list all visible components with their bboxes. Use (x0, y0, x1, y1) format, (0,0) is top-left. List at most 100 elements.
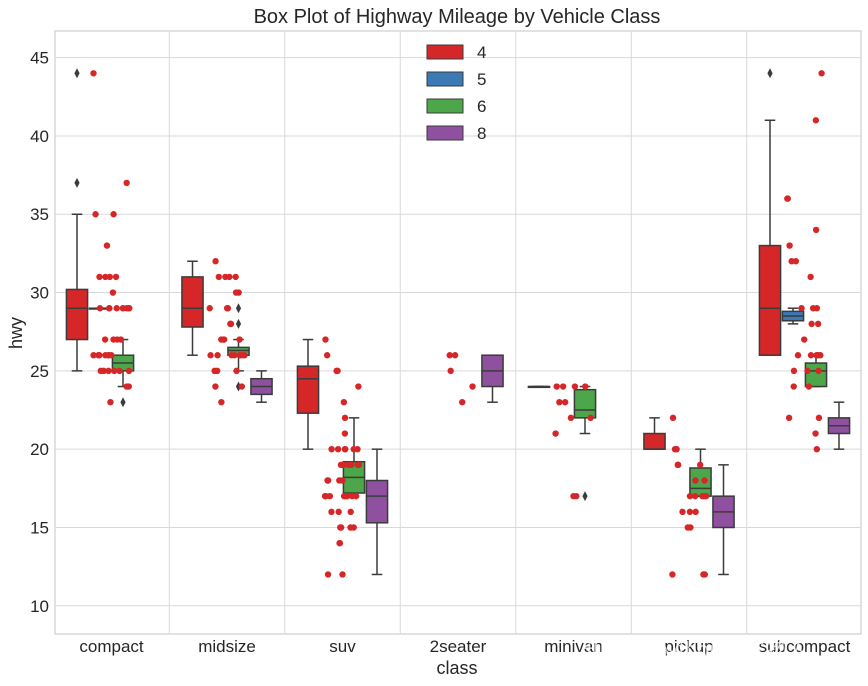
strip-point-pickup-13 (686, 508, 694, 516)
strip-point-pickup-6 (692, 477, 699, 484)
box-4-suv-body (296, 365, 320, 414)
strip-point-subcompact-0 (818, 70, 825, 77)
y-tick-label-30: 30 (30, 284, 49, 303)
box-6-minivan-body (573, 388, 597, 419)
strip-2seater (446, 352, 476, 406)
strip-point-minivan-1 (582, 383, 589, 390)
strip-point-suv-31 (343, 492, 351, 500)
strip-point-midsize-23 (228, 352, 235, 359)
strip-point-compact-7 (96, 273, 103, 281)
strip-point-compact-31 (116, 367, 123, 375)
strip-point-suv-5 (340, 398, 348, 406)
box-4-compact-body (65, 288, 89, 341)
strip-point-suv-39 (337, 524, 344, 531)
box-8-subcompact (827, 401, 851, 450)
strip-point-minivan-4 (556, 398, 563, 406)
strip-point-subcompact-20 (804, 367, 811, 375)
strip-minivan (552, 383, 594, 500)
strip-point-compact-19 (101, 336, 109, 343)
strip-point-2seater-3 (469, 383, 476, 390)
strip-point-suv-20 (340, 461, 347, 469)
strip-point-suv-29 (348, 492, 356, 500)
strip-point-midsize-10 (206, 305, 213, 312)
strip-point-minivan-0 (559, 383, 567, 390)
legend-label-8: 8 (477, 124, 486, 143)
strip-point-minivan-8 (552, 430, 559, 437)
strip-point-midsize-9 (224, 305, 231, 312)
strip-point-pickup-12 (700, 492, 708, 500)
strip-point-suv-3 (333, 367, 340, 375)
strip-point-compact-29 (105, 352, 112, 359)
strip-point-midsize-14 (236, 336, 243, 343)
y-tick-label-15: 15 (30, 518, 49, 537)
strip-point-compact-0 (90, 70, 97, 77)
strip-point-midsize-29 (212, 383, 219, 390)
strip-point-2seater-4 (459, 398, 466, 406)
box-4-midsize-body (181, 276, 204, 328)
box-4-midsize (181, 260, 204, 356)
strip-point-compact-33 (105, 367, 112, 375)
legend-label-4: 4 (477, 43, 486, 62)
box-8-suv (365, 448, 389, 576)
legend-swatch-5 (426, 71, 464, 87)
strip-subcompact (784, 70, 825, 453)
strip-point-compact-30 (125, 367, 133, 375)
strip-point-midsize-28 (238, 383, 246, 390)
strip-point-subcompact-1 (812, 117, 820, 124)
strip-point-suv-24 (336, 477, 343, 484)
strip-point-suv-1 (323, 352, 331, 359)
x-axis-label: class (436, 658, 477, 678)
box-4-minivan (527, 385, 551, 389)
strip-point-subcompact-26 (815, 414, 823, 422)
strip-point-pickup-20 (701, 571, 709, 578)
strip-point-midsize-27 (211, 367, 218, 375)
strip-point-compact-34 (97, 367, 104, 375)
box-5-subcompact (781, 307, 805, 325)
strip-point-suv-6 (341, 414, 349, 422)
box-8-midsize (250, 370, 273, 403)
strip-point-subcompact-11 (813, 305, 821, 312)
strip-midsize (206, 258, 248, 406)
strip-point-subcompact-3 (784, 195, 791, 202)
strip-point-midsize-24 (239, 352, 246, 359)
strip-point-minivan-5 (561, 398, 569, 406)
strip-point-compact-28 (96, 352, 103, 359)
strip-point-subcompact-13 (814, 320, 822, 328)
box-8-2seater (481, 354, 504, 403)
strip-point-subcompact-18 (807, 352, 815, 359)
series-6 (111, 303, 828, 502)
strip-point-suv-23 (324, 477, 331, 484)
box-4-compact-outlier-0 (74, 177, 80, 188)
strip-point-subcompact-5 (786, 242, 793, 249)
strip-point-suv-42 (324, 571, 332, 578)
strip-point-suv-15 (345, 461, 352, 469)
box-4-pickup (643, 417, 666, 450)
legend-label-5: 5 (477, 70, 486, 89)
strip-point-suv-9 (341, 445, 349, 453)
strip-point-pickup-2 (671, 445, 679, 453)
strip-point-subcompact-4 (812, 226, 820, 234)
strip-point-suv-0 (322, 336, 329, 343)
y-tick-label-40: 40 (30, 127, 49, 146)
y-tick-label-45: 45 (30, 49, 49, 68)
x-tick-labels: compact midsize suv 2seater minivan pickup sub… (79, 637, 850, 656)
legend-swatch-8 (426, 125, 464, 141)
strip-point-pickup-17 (684, 524, 691, 531)
x-tick-label-2seater: 2seater (430, 637, 487, 656)
strip-point-midsize-0 (212, 258, 219, 265)
box-4-compact-outlier-1 (74, 68, 80, 79)
strip-point-minivan-10 (573, 492, 580, 500)
series-4 (65, 68, 782, 450)
strip-point-compact-4 (103, 242, 111, 249)
strip-point-compact-2 (92, 211, 99, 218)
strip-point-pickup-18 (669, 571, 676, 578)
strip-point-compact-17 (105, 305, 113, 312)
strip-point-suv-32 (322, 492, 330, 500)
strip-point-suv-7 (341, 430, 349, 437)
strip-point-compact-5 (106, 273, 114, 281)
strip-point-suv-37 (350, 524, 357, 531)
legend-swatch-4 (426, 44, 464, 60)
strip-point-subcompact-22 (790, 367, 798, 375)
x-tick-label-compact: compact (79, 637, 144, 656)
